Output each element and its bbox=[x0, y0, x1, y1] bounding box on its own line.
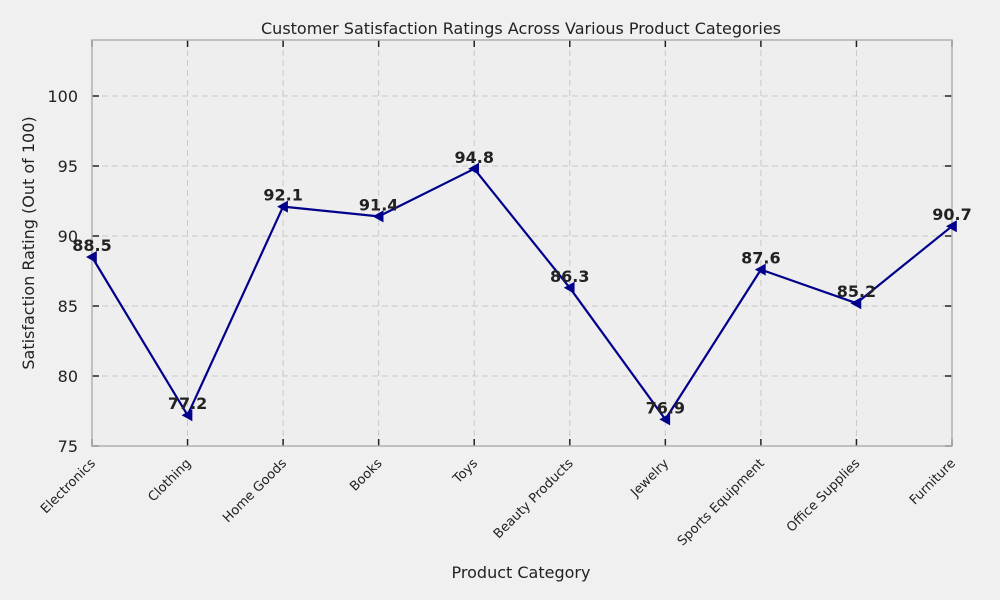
data-label: 88.5 bbox=[72, 236, 111, 255]
data-markers bbox=[86, 162, 957, 426]
y-tick-label: 80 bbox=[58, 367, 78, 386]
data-point-marker bbox=[946, 220, 957, 233]
x-tick-labels: Electronics Clothing Home Goods Books Toys Be… bbox=[38, 456, 959, 549]
data-point-marker bbox=[850, 297, 862, 310]
data-point-marker bbox=[181, 409, 193, 422]
data-label: 85.2 bbox=[837, 282, 876, 301]
data-label: 92.1 bbox=[263, 186, 302, 205]
plot-frame bbox=[91, 39, 953, 447]
data-label: 91.4 bbox=[359, 195, 398, 214]
x-tick-label: Jewelry bbox=[628, 456, 673, 501]
data-label: 86.3 bbox=[550, 267, 589, 286]
x-axis-label: Product Category bbox=[452, 563, 591, 582]
data-label: 87.6 bbox=[741, 249, 780, 268]
data-point-marker bbox=[754, 263, 766, 276]
y-tick-label: 75 bbox=[58, 437, 78, 456]
data-labels: 88.5 77.2 92.1 91.4 94.8 86.3 76.9 87.6 85.2 90.7 bbox=[72, 148, 971, 418]
grid-lines bbox=[91, 40, 953, 446]
y-tick-labels: 75 80 85 90 95 100 bbox=[47, 87, 78, 456]
y-axis-label: Satisfaction Rating (Out of 100) bbox=[19, 116, 38, 369]
data-point-marker bbox=[659, 413, 671, 426]
x-tick-label: Office Supplies bbox=[784, 456, 863, 535]
data-label: 90.7 bbox=[932, 205, 971, 224]
data-label: 76.9 bbox=[646, 398, 685, 417]
data-point-marker bbox=[563, 281, 575, 294]
data-point-marker bbox=[86, 251, 97, 263]
y-tick-label: 95 bbox=[58, 157, 78, 176]
x-tick-label: Furniture bbox=[907, 456, 959, 508]
chart-title: Customer Satisfaction Ratings Across Var… bbox=[261, 19, 781, 38]
data-point-marker bbox=[277, 200, 288, 213]
plot-area bbox=[92, 40, 952, 446]
x-tick-label: Toys bbox=[450, 456, 481, 487]
x-tick-label: Home Goods bbox=[220, 456, 290, 526]
x-tick-label: Clothing bbox=[146, 456, 195, 505]
x-tick-label: Beauty Products bbox=[491, 456, 577, 542]
series-line bbox=[91, 167, 953, 421]
data-label: 94.8 bbox=[454, 148, 493, 167]
x-tick-label: Books bbox=[347, 456, 385, 494]
y-tick-label: 100 bbox=[47, 87, 78, 106]
x-tick-label: Electronics bbox=[38, 456, 99, 517]
data-point-marker bbox=[372, 210, 384, 223]
y-tick-label: 85 bbox=[58, 297, 78, 316]
data-label: 77.2 bbox=[168, 394, 207, 413]
x-tick-label: Sports Equipment bbox=[675, 456, 768, 549]
data-point-marker bbox=[468, 162, 480, 175]
y-tick-label: 90 bbox=[58, 227, 78, 246]
